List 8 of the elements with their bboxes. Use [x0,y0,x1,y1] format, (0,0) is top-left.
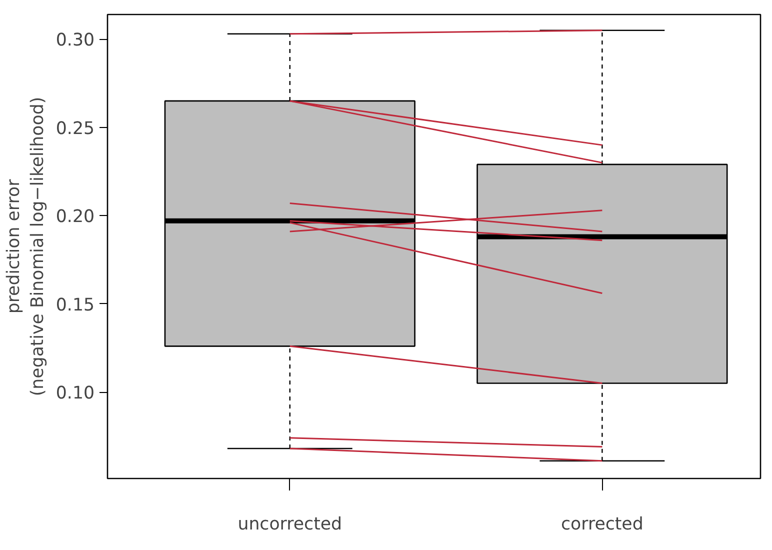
y-tick-label: 0.30 [56,30,95,51]
y-tick-label: 0.25 [56,118,95,139]
x-tick-label: uncorrected [238,514,342,534]
y-tick-label: 0.10 [56,384,95,404]
y-tick-label: 0.20 [56,207,95,228]
y-axis-title: prediction error (negative Binomial log−likelihood) [4,96,48,396]
x-tick-label: corrected [561,514,644,534]
y-tick-label: 0.15 [56,295,95,316]
